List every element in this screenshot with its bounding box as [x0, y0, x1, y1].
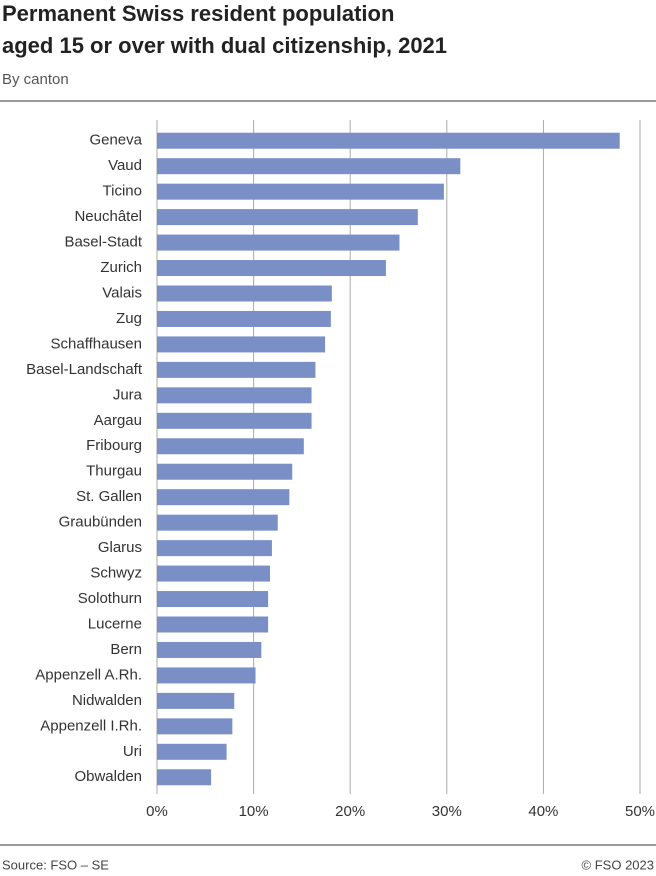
y-tick-label: Schwyz [90, 565, 142, 582]
bar [157, 387, 312, 404]
y-tick-label: Basel-Stadt [64, 234, 142, 251]
bar [157, 489, 290, 506]
y-tick-label: Graubünden [59, 514, 142, 531]
bar [157, 565, 271, 582]
y-tick-label: Bern [110, 641, 142, 658]
bar [157, 743, 227, 760]
bar [157, 514, 278, 531]
bar [157, 540, 272, 557]
y-tick-label: Glarus [98, 539, 142, 556]
bar [157, 132, 620, 149]
bar [157, 412, 312, 429]
y-tick-label: Fribourg [86, 437, 142, 454]
bar [157, 183, 444, 200]
bar [157, 591, 269, 608]
y-tick-label: Appenzell I.Rh. [40, 717, 142, 734]
y-tick-label: Obwalden [74, 768, 142, 785]
bar [157, 260, 386, 277]
chart-title: aged 15 or over with dual citizenship, 2… [2, 33, 447, 58]
y-tick-label: Zug [116, 310, 142, 327]
x-tick-label: 20% [335, 803, 365, 820]
bar [157, 667, 256, 684]
y-tick-label: Ticino [103, 183, 142, 200]
bar [157, 285, 332, 302]
bar [157, 641, 262, 658]
bar [157, 438, 304, 455]
y-tick-label: Thurgau [86, 463, 142, 480]
y-tick-label: Appenzell A.Rh. [35, 666, 142, 683]
x-tick-label: 0% [146, 803, 168, 820]
y-tick-label: Jura [113, 386, 143, 403]
y-tick-label: Solothurn [78, 590, 142, 607]
y-tick-label: Neuchâtel [74, 208, 142, 225]
bar [157, 361, 316, 378]
bar [157, 336, 326, 353]
source: Source: FSO – SE [2, 857, 109, 872]
bar [157, 769, 212, 786]
copyright: © FSO 2023 [582, 857, 654, 872]
x-tick-label: 50% [625, 803, 655, 820]
bar [157, 310, 331, 327]
y-tick-label: Lucerne [88, 615, 142, 632]
x-tick-label: 40% [528, 803, 558, 820]
chart-subtitle: By canton [2, 71, 69, 88]
x-tick-label: 30% [432, 803, 462, 820]
bar [157, 209, 418, 226]
bar [157, 718, 233, 735]
bar [157, 692, 235, 709]
y-tick-label: Zurich [100, 259, 142, 276]
y-tick-label: Geneva [89, 132, 142, 149]
y-tick-label: Uri [123, 743, 142, 760]
bar [157, 234, 400, 251]
chart-title: Permanent Swiss resident population [2, 1, 394, 26]
x-tick-label: 10% [239, 803, 269, 820]
y-tick-label: Basel-Landschaft [26, 361, 143, 378]
bar [157, 463, 293, 480]
y-tick-label: Aargau [94, 412, 142, 429]
bar [157, 158, 461, 175]
y-tick-label: Schaffhausen [51, 335, 142, 352]
y-tick-label: Vaud [108, 157, 142, 174]
y-tick-label: Nidwalden [72, 692, 142, 709]
y-tick-label: Valais [102, 284, 142, 301]
y-tick-label: St. Gallen [76, 488, 142, 505]
bar [157, 616, 269, 633]
